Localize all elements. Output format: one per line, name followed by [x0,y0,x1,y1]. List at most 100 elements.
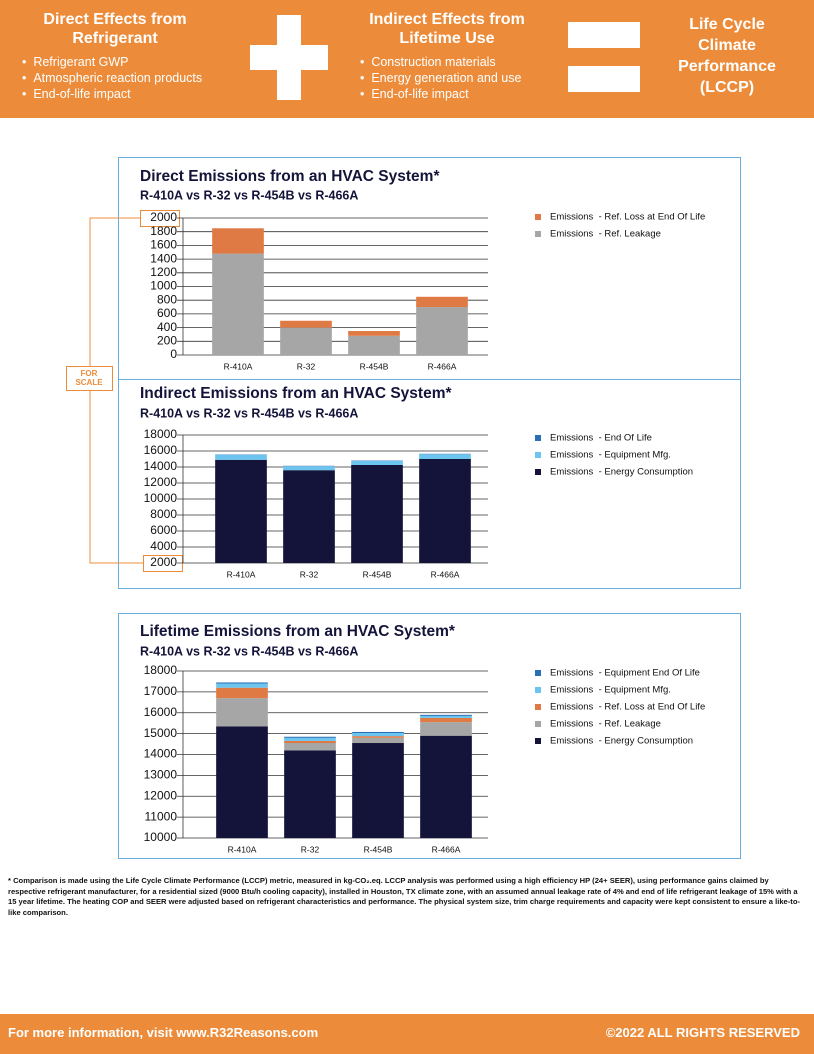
bullet-list: Refrigerant GWP Atmospheric reaction pro… [22,54,202,102]
bullet: End-of-life impact [22,86,202,102]
bar-segment [284,736,336,738]
y-tick-label: 10000 [144,491,178,505]
bar-segment [216,687,268,699]
x-tick-label: R-454B [360,361,389,371]
chart-subtitle: R-410A vs R-32 vs R-454B vs R-466A [140,188,358,202]
bar-segment [215,455,267,460]
y-tick-label: 11000 [145,809,178,823]
y-tick-label: 12000 [144,475,178,489]
footer-copyright: ©2022 ALL RIGHTS RESERVED [605,1025,800,1040]
legend-label: Emissions - Equipment Mfg. [550,685,671,696]
bar-segment [416,307,468,355]
y-tick-label: 10000 [144,830,178,844]
y-tick-label: 14000 [144,747,178,761]
bar-segment [216,726,268,838]
legend-label: Emissions - Energy Consumption [550,467,693,478]
x-tick-label: R-32 [297,361,316,371]
bar-segment [216,682,268,684]
scale-note: FOR [81,369,98,378]
bar-segment [348,335,400,355]
legend-swatch [535,469,541,475]
equals-icon [568,66,640,92]
legend-label: Emissions - Ref. Loss at End Of Life [550,212,705,223]
footer-link[interactable]: For more information, visit www.R32Reaso… [8,1025,319,1040]
legend-label: Emissions - Ref. Leakage [550,229,661,240]
footnote: * Comparison is made using the Life Cycl… [8,876,800,917]
y-tick-label: 4000 [150,539,177,553]
x-tick-label: R-410A [224,361,253,371]
legend-swatch [535,721,541,727]
x-tick-label: R-410A [228,844,257,854]
bar-segment [352,736,404,738]
y-tick-label: 16000 [144,443,178,457]
y-tick-label: 12000 [144,788,178,802]
bar-segment [416,296,468,308]
bar-segment [420,714,472,716]
legend-label: Emissions - Equipment End Of Life [550,668,700,679]
legend-swatch [535,214,541,220]
legend-swatch [535,452,541,458]
legend-swatch [535,687,541,693]
bullet: End-of-life impact [360,86,521,102]
y-tick-label: 800 [157,292,177,306]
y-tick-label: 200 [157,333,177,347]
header-title: Direct Effects from Refrigerant [43,11,187,47]
bar-segment [352,737,404,744]
bar-segment [419,454,471,459]
bar-segment [420,715,472,718]
chart-title: Direct Emissions from an HVAC System* [140,168,440,185]
legend-swatch [535,738,541,744]
y-tick-label: 18000 [144,663,178,677]
chart-title: Lifetime Emissions from an HVAC System* [140,623,456,640]
bullet-list: Construction materials Energy generation… [360,54,521,102]
y-tick-label: 600 [157,306,177,320]
legend-swatch [535,435,541,441]
y-tick-label: 14000 [144,459,178,473]
y-tick-label: 8000 [150,507,177,521]
chart-subtitle: R-410A vs R-32 vs R-454B vs R-466A [140,406,358,420]
footer: For more information, visit www.R32Reaso… [0,1014,814,1054]
bar-segment [212,253,264,355]
header: Direct Effects from Refrigerant Refriger… [0,0,814,118]
bar-segment [284,743,336,751]
legend-swatch [535,670,541,676]
y-tick-label: 15000 [144,726,178,740]
x-tick-label: R-466A [432,844,461,854]
y-tick-label: 1600 [150,238,177,252]
bar-segment [212,228,264,254]
bullet: Atmospheric reaction products [22,70,202,86]
y-tick-label: 1800 [150,224,177,238]
chart-box [118,157,741,589]
bar-segment [352,731,404,733]
bar-segment [280,320,332,328]
bullet: Energy generation and use [360,70,521,86]
plus-icon [250,45,328,70]
y-tick-label: 16000 [144,705,178,719]
y-tick-label: 1400 [150,251,177,265]
bullet: Refrigerant GWP [22,54,202,70]
x-tick-label: R-454B [364,844,393,854]
bar-segment [351,465,403,563]
y-tick-label: 6000 [150,523,177,537]
y-tick-label: 1000 [150,279,177,293]
y-tick-label: 1200 [150,265,177,279]
x-tick-label: R-454B [363,569,392,579]
bar-segment [351,461,403,465]
legend-label: Emissions - Ref. Leakage [550,719,661,730]
bullet: Construction materials [360,54,521,70]
legend-swatch [535,231,541,237]
bar-segment [352,732,404,737]
legend-label: Emissions - Ref. Loss at End Of Life [550,702,705,713]
header-title: Indirect Effects from Lifetime Use [369,11,525,47]
bar-segment [352,743,404,838]
chart-box [118,613,741,859]
y-tick-label: 2000 [150,210,177,224]
bar-segment [216,683,268,688]
y-tick-label: 17000 [144,684,178,698]
bar-segment [348,331,400,336]
scale-bracket [66,210,183,572]
chart-title: Indirect Emissions from an HVAC System* [140,385,452,402]
x-tick-label: R-410A [227,569,256,579]
x-tick-label: R-32 [300,569,319,579]
